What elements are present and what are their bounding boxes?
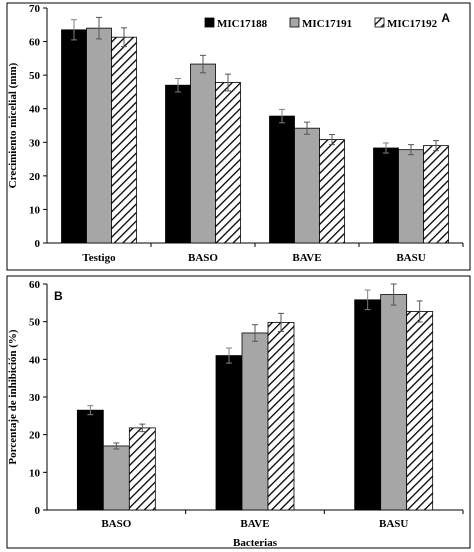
- bar: [380, 294, 408, 511]
- bar: [406, 311, 434, 511]
- legend-swatch: [374, 17, 385, 28]
- y-tick-label: 0: [35, 238, 41, 250]
- bar: [398, 149, 424, 244]
- x-category-label: BAVE: [240, 518, 269, 530]
- panel-label: B: [54, 289, 63, 303]
- x-category-label: BASO: [188, 252, 218, 264]
- x-axis-label: Bacterias: [233, 537, 278, 549]
- bar: [190, 63, 216, 244]
- legend-swatch: [204, 17, 215, 28]
- y-axis-label: Crecimiento micelial (mm): [7, 62, 19, 188]
- panel-label: A: [441, 11, 450, 25]
- bar: [111, 36, 137, 244]
- y-tick-label: 10: [29, 204, 41, 216]
- y-tick-label: 20: [29, 171, 41, 183]
- bar: [319, 139, 345, 244]
- y-tick-label: 50: [29, 317, 41, 329]
- y-tick-label: 20: [29, 430, 41, 442]
- y-tick-label: 10: [29, 467, 41, 479]
- y-tick-label: 40: [29, 104, 41, 116]
- y-tick-label: 30: [29, 137, 41, 149]
- bar: [294, 127, 320, 244]
- legend-label: MIC17192: [387, 18, 438, 30]
- y-tick-label: 50: [29, 70, 41, 82]
- bar: [86, 27, 112, 244]
- bar: [61, 29, 87, 244]
- x-category-label: BASU: [396, 252, 425, 264]
- panel-frame: [6, 275, 471, 549]
- panel-frame: [6, 2, 471, 271]
- x-category-label: BASO: [101, 518, 131, 530]
- y-tick-label: 70: [29, 3, 41, 15]
- bar: [423, 145, 449, 244]
- y-tick-label: 0: [35, 505, 41, 517]
- legend-swatch: [289, 17, 300, 28]
- bar: [215, 82, 241, 244]
- bar: [165, 84, 191, 244]
- legend-label: MIC17191: [302, 18, 352, 30]
- x-category-label: Testigo: [82, 252, 116, 264]
- y-tick-label: 60: [29, 37, 41, 49]
- bar: [102, 445, 130, 511]
- legend-label: MIC17188: [217, 18, 268, 30]
- bar: [128, 427, 156, 511]
- x-category-label: BAVE: [292, 252, 321, 264]
- bar: [241, 332, 269, 511]
- y-tick-label: 30: [29, 392, 41, 404]
- bar: [76, 409, 104, 511]
- bar: [354, 299, 382, 511]
- bar: [215, 355, 243, 511]
- bar: [373, 147, 399, 244]
- x-category-label: BASU: [379, 518, 408, 530]
- bar: [269, 115, 295, 244]
- y-tick-label: 40: [29, 354, 41, 366]
- bar: [267, 322, 295, 511]
- y-axis-label: Porcentaje de inhibición (%): [7, 329, 19, 464]
- y-tick-label: 60: [29, 279, 41, 291]
